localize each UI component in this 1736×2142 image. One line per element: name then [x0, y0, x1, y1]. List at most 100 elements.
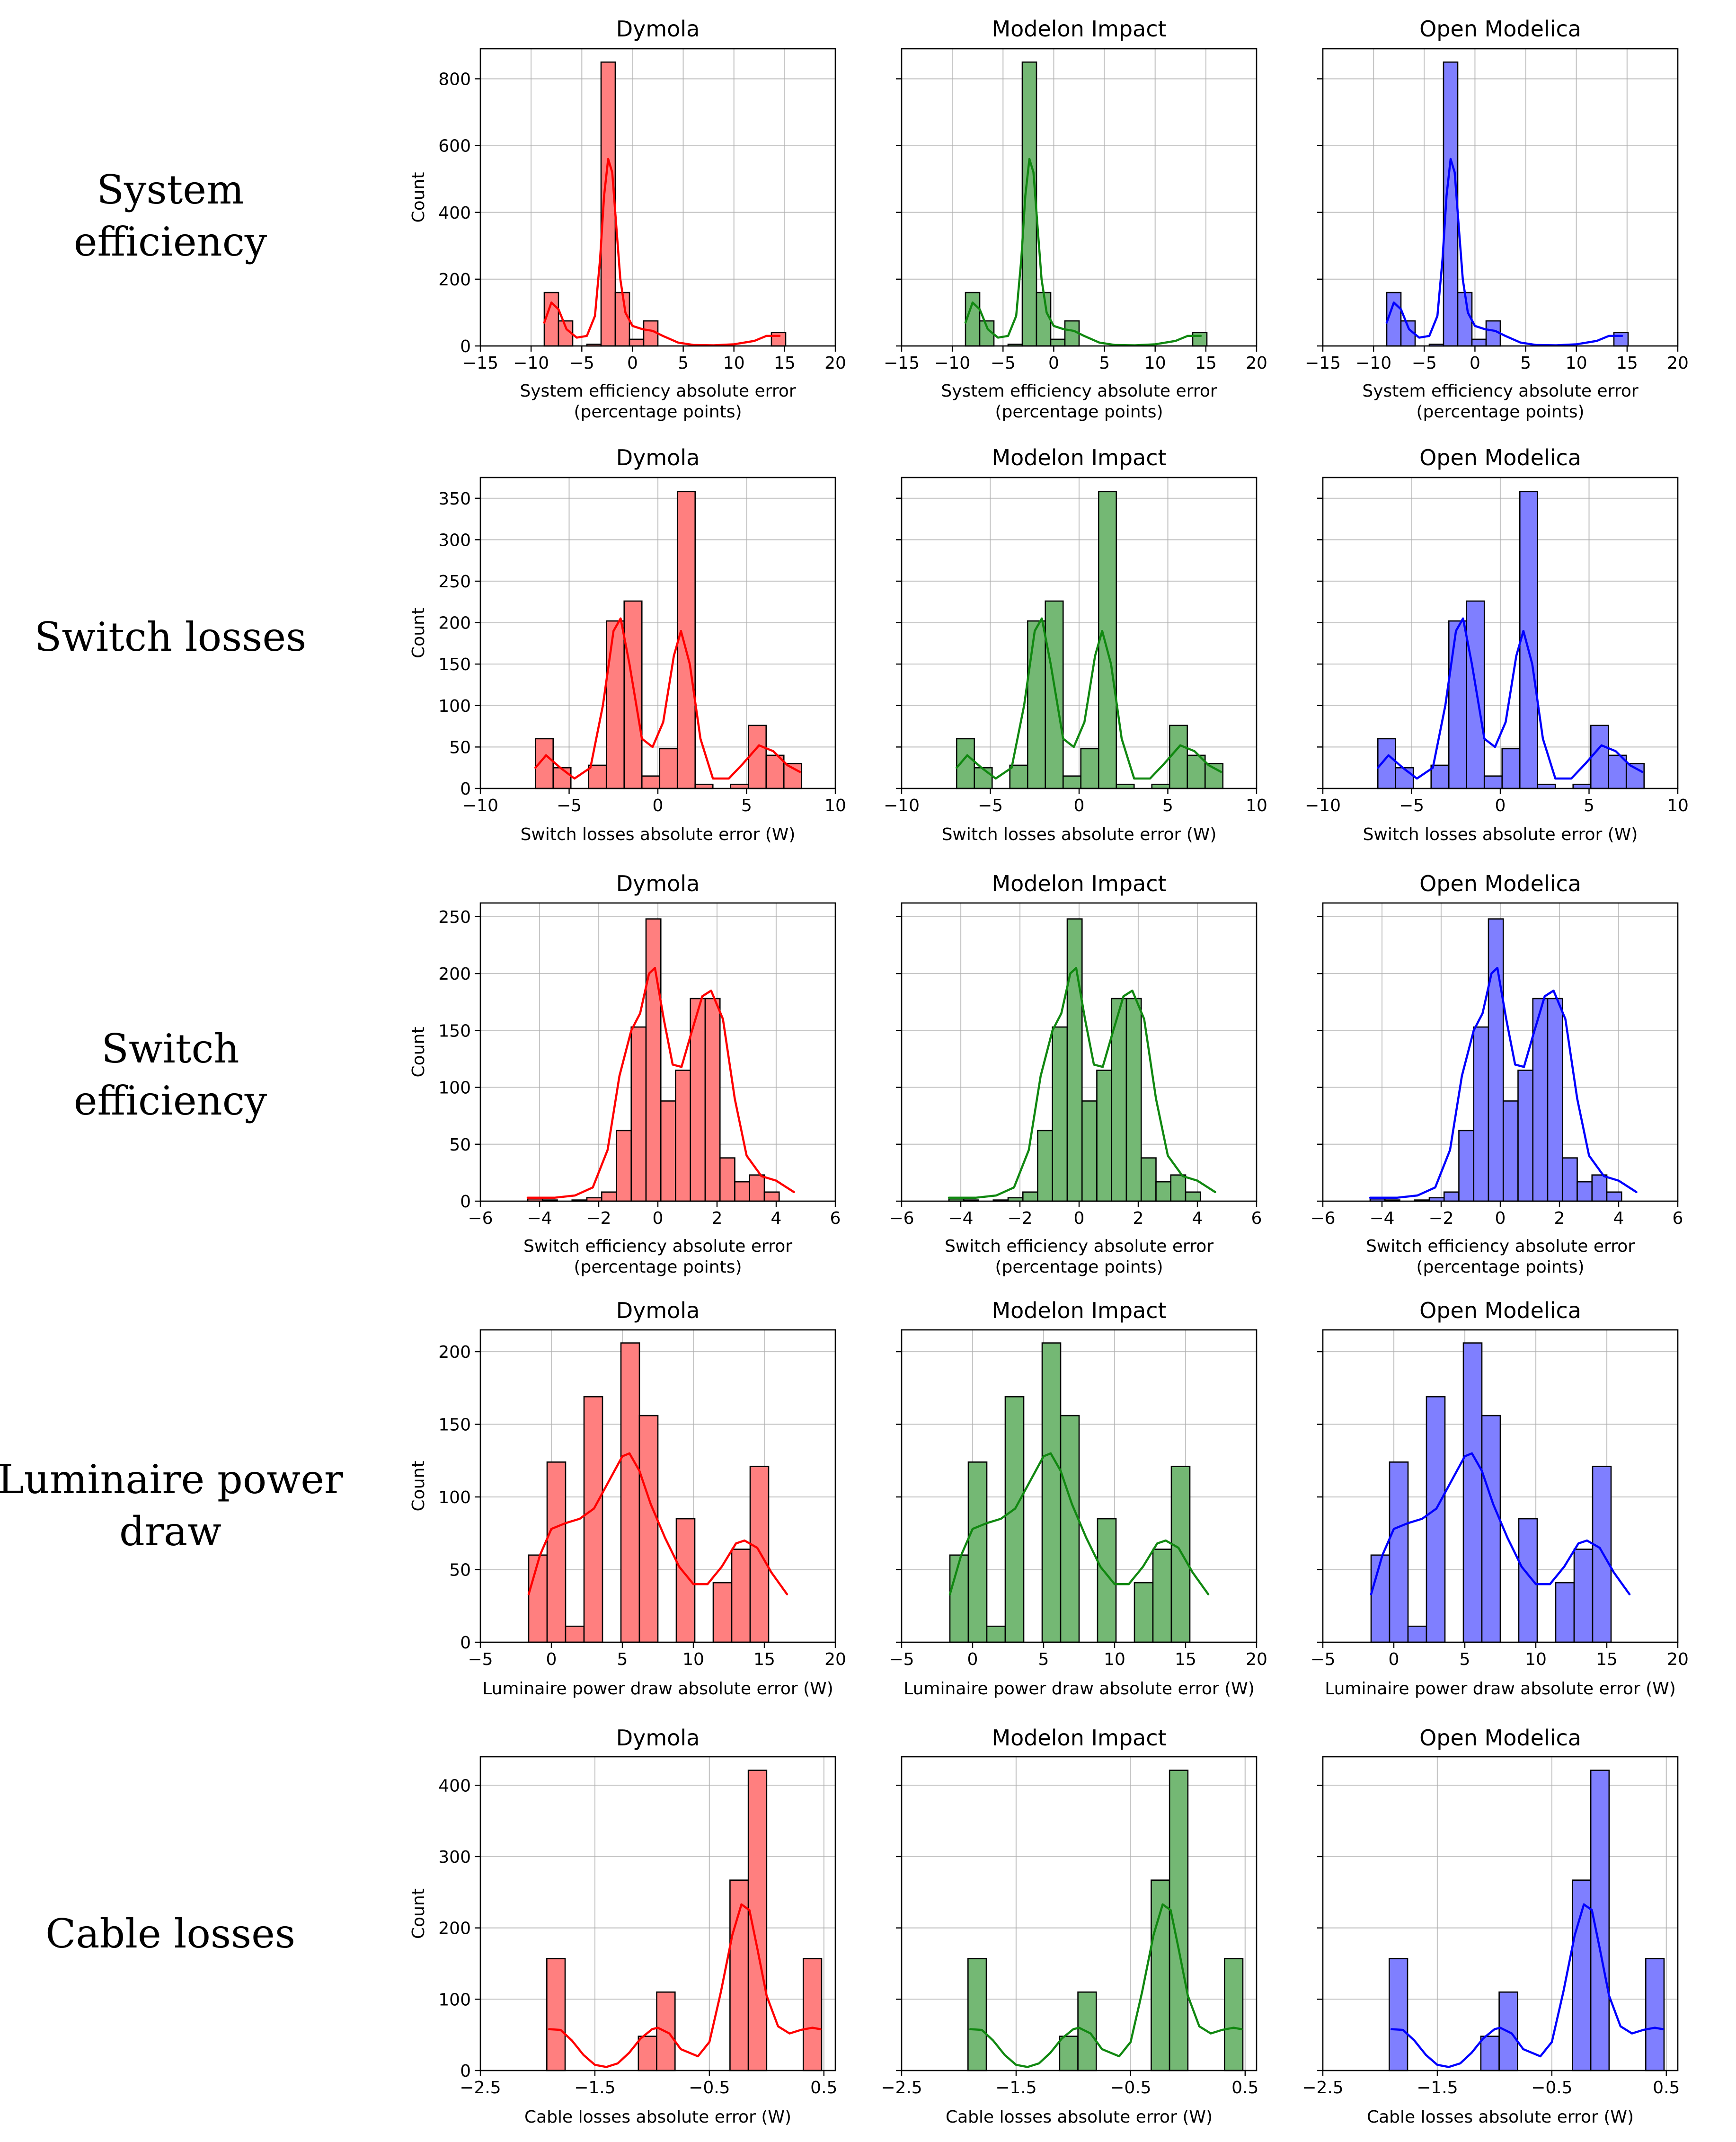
- kde-line: [948, 1452, 1210, 1595]
- panel-dymola: −5 0 5 10 15 20050100150200CountDymolaLuminai…: [409, 1298, 846, 1699]
- kde-line: [969, 1903, 1243, 2068]
- panel-title: Dymola: [616, 16, 700, 42]
- x-axis-label: Cable losses absolute error (W): [1367, 2107, 1634, 2127]
- row-label: Cable losses: [45, 1911, 295, 1957]
- histogram-bar: [719, 1157, 735, 1202]
- x-tick-label: 10: [1566, 354, 1587, 373]
- x-tick-label: 20: [1667, 1650, 1689, 1669]
- x-tick-label: 15: [1616, 354, 1638, 373]
- histogram-bar: [546, 1958, 566, 2071]
- x-tick-label: −4: [948, 1209, 973, 1228]
- kde-line: [948, 966, 1216, 1199]
- kde-line: [1369, 966, 1638, 1199]
- histogram-bar: [1134, 1582, 1154, 1643]
- panel-title: Open Modelica: [1419, 1298, 1581, 1323]
- histogram-bar: [1037, 1130, 1054, 1202]
- x-tick-label: 2: [712, 1209, 723, 1228]
- y-axis-label: Count: [409, 1027, 428, 1078]
- x-tick-label: −5: [1399, 796, 1424, 815]
- histogram-bar: [1448, 620, 1468, 789]
- histogram-bar: [704, 998, 721, 1202]
- x-axis-label: Cable losses absolute error (W): [524, 2107, 791, 2127]
- histogram-bar: [614, 292, 630, 347]
- panel-title: Modelon Impact: [992, 445, 1166, 470]
- x-axis-label: System efficiency absolute error: [1362, 381, 1639, 401]
- panel-title: Open Modelica: [1419, 1725, 1581, 1751]
- kde-line: [1377, 617, 1644, 780]
- histogram-bar: [1483, 775, 1503, 789]
- histogram-bar: [1555, 1582, 1575, 1643]
- y-axis-label: Count: [409, 1461, 428, 1512]
- x-tick-label: 0.5: [810, 2078, 837, 2098]
- x-axis-label: Switch efficiency absolute error: [523, 1237, 792, 1256]
- histogram-bar: [730, 783, 749, 789]
- y-tick-label: 600: [438, 137, 471, 156]
- x-tick-label: 0: [1495, 1209, 1506, 1228]
- histogram-bar: [629, 338, 645, 347]
- histogram-bar: [967, 1461, 988, 1643]
- kde-line: [527, 1452, 788, 1595]
- x-axis-label: Cable losses absolute error (W): [946, 2107, 1213, 2127]
- x-axis-label: Luminaire power draw absolute error (W): [482, 1679, 833, 1699]
- x-tick-label: 10: [1667, 796, 1689, 815]
- x-axis-label: (percentage points): [995, 1257, 1163, 1277]
- x-tick-label: 0: [1389, 1650, 1399, 1669]
- histogram-bar: [620, 1342, 640, 1643]
- histogram-bar: [641, 775, 661, 789]
- kde-line: [526, 966, 795, 1199]
- x-axis-label: Luminaire power draw absolute error (W): [1325, 1679, 1676, 1699]
- histogram-bar: [1027, 620, 1046, 789]
- histogram-bar: [747, 725, 767, 789]
- row-label: draw: [119, 1508, 221, 1555]
- panel-dymola: −2.5 −1.5 −0.5 0.5 0 100 200 300 400 Count Dymola C…: [409, 1725, 837, 2127]
- y-tick-label: 100: [438, 1488, 471, 1507]
- row-label: efficiency: [74, 1078, 267, 1124]
- x-tick-label: −10: [1355, 354, 1391, 373]
- x-tick-label: −2: [1007, 1209, 1032, 1228]
- x-tick-label: −4: [527, 1209, 552, 1228]
- histogram-bar: [528, 1554, 548, 1643]
- x-axis-label: (percentage points): [574, 1257, 742, 1277]
- panel-title: Modelon Impact: [992, 1298, 1166, 1323]
- x-axis-label: Switch efficiency absolute error: [945, 1237, 1213, 1256]
- panel-title: Dymola: [616, 1725, 700, 1751]
- x-axis-label: (percentage points): [574, 402, 742, 422]
- x-tick-label: 10: [1144, 354, 1166, 373]
- y-axis-label: Count: [409, 172, 428, 223]
- histogram-bar: [583, 1396, 603, 1643]
- panel-title: Open Modelica: [1419, 16, 1581, 42]
- histogram-bar: [712, 1582, 733, 1643]
- histogram-bar: [675, 1070, 691, 1202]
- histogram-bar: [1389, 1958, 1408, 2071]
- histogram-bar: [675, 1518, 696, 1643]
- panel-title: Modelon Impact: [992, 16, 1166, 42]
- histogram-bar: [1547, 998, 1563, 1202]
- y-tick-label: 50: [449, 1135, 471, 1155]
- y-tick-label: 0: [460, 2062, 471, 2081]
- kde-line: [1370, 1452, 1631, 1595]
- histogram-bar: [1140, 1157, 1157, 1202]
- x-axis-label: Switch efficiency absolute error: [1366, 1237, 1635, 1256]
- x-tick-label: 0: [1074, 1209, 1085, 1228]
- x-tick-label: 10: [682, 1650, 704, 1669]
- x-tick-label: 4: [1192, 1209, 1203, 1228]
- histogram-bar: [1645, 1958, 1665, 2071]
- row-label: Switch: [101, 1026, 239, 1072]
- histogram-bar: [1473, 1026, 1489, 1202]
- histogram-bar: [1170, 1174, 1187, 1202]
- histogram-bar: [1572, 783, 1592, 789]
- x-tick-label: 5: [617, 1650, 628, 1669]
- x-tick-label: −10: [513, 354, 549, 373]
- histogram-bar: [1613, 332, 1629, 347]
- histogram-bar: [1430, 764, 1450, 789]
- histogram-bar: [1185, 1191, 1201, 1202]
- histogram-bar: [1059, 2036, 1079, 2071]
- x-tick-label: −0.5: [689, 2078, 730, 2098]
- y-tick-label: 50: [449, 1561, 471, 1580]
- histogram-bar: [1041, 1342, 1062, 1643]
- histogram-bar: [616, 1130, 632, 1202]
- x-tick-label: 5: [1038, 1650, 1049, 1669]
- y-tick-label: 200: [438, 1343, 471, 1362]
